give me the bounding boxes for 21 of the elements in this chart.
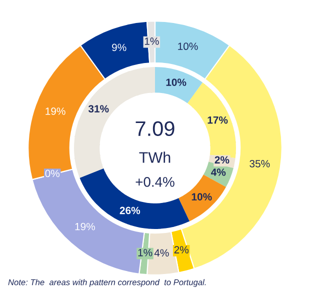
data-label: 4%: [154, 249, 169, 257]
data-label: 19%: [46, 108, 66, 115]
text: 0%: [45, 170, 60, 178]
text: +0.4%: [136, 176, 174, 187]
data-label: 19%: [75, 222, 95, 230]
data-label: 9%: [112, 44, 126, 52]
data-label: 17%: [208, 116, 228, 124]
data-label: 4%: [211, 168, 226, 176]
text: 7.09: [136, 121, 174, 136]
data-label: 1%: [138, 248, 152, 256]
data-label: 10%: [166, 78, 186, 86]
data-label: 2%: [174, 246, 189, 254]
data-label: 35%: [250, 160, 270, 168]
text: Note: The areas with pattern correspond to Portugal.: [8, 279, 206, 287]
text: TWh: [139, 152, 170, 163]
data-label: 2%: [214, 156, 230, 164]
data-label: 10%: [192, 193, 212, 200]
data-label: 1%: [144, 38, 159, 45]
data-label: 31%: [88, 105, 109, 112]
data-label: 26%: [120, 206, 140, 214]
data-label: 10%: [178, 42, 198, 50]
